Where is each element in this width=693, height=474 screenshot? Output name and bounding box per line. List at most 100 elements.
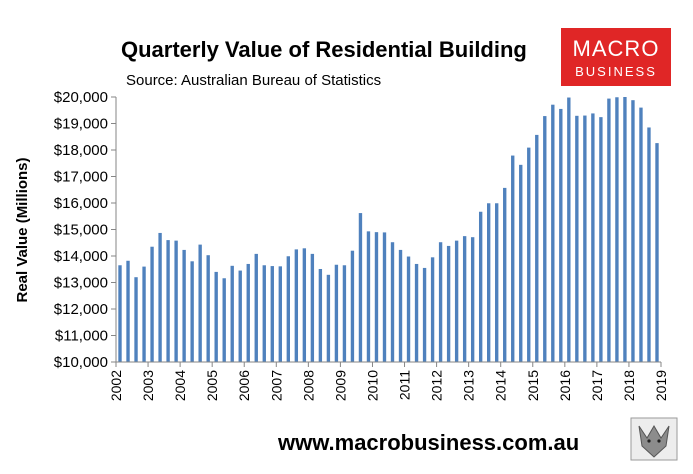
bar [270, 266, 274, 362]
x-tick-label: 2004 [172, 370, 188, 401]
x-tick-label: 2005 [204, 370, 220, 401]
y-tick-label: $20,000 [54, 89, 108, 106]
x-tick-label: 2006 [236, 370, 252, 401]
bar [166, 240, 170, 362]
x-tick-label: 2010 [364, 370, 380, 401]
x-tick-label: 2016 [557, 370, 573, 401]
x-tick-label: 2014 [493, 370, 509, 401]
bar [487, 203, 491, 362]
bar [599, 117, 603, 362]
bar [543, 116, 547, 362]
bar [655, 143, 659, 362]
bar [406, 256, 411, 362]
logo-line1: MACRO [573, 36, 660, 61]
x-tick-label: 2017 [589, 370, 605, 401]
bar [358, 213, 363, 362]
bar [438, 242, 443, 362]
y-tick-label: $10,000 [54, 354, 108, 371]
bar [454, 240, 459, 362]
bar [334, 264, 339, 362]
chart-title: Quarterly Value of Residential Building [121, 37, 527, 62]
bar [639, 107, 643, 362]
x-tick-label: 2013 [461, 370, 477, 401]
bar [198, 244, 202, 362]
bar [174, 240, 178, 362]
x-tick-label: 2012 [429, 370, 445, 401]
chart-subtitle: Source: Australian Bureau of Statistics [126, 72, 381, 89]
bar [559, 108, 563, 363]
bar [286, 256, 290, 362]
bar [342, 265, 347, 362]
bar [519, 164, 523, 362]
bar [503, 187, 507, 362]
logo-line2: BUSINESS [575, 64, 657, 79]
bar [422, 267, 427, 362]
bar [374, 232, 379, 362]
bar [414, 263, 419, 362]
bar [390, 242, 395, 362]
bar [126, 260, 130, 362]
bar [607, 98, 611, 362]
y-tick-label: $17,000 [54, 169, 108, 186]
x-tick-label: 2015 [525, 370, 541, 401]
website-url: www.macrobusiness.com.au [277, 430, 579, 455]
bar [158, 232, 162, 362]
bar [350, 250, 355, 362]
bar [631, 100, 635, 363]
bar-series [118, 97, 659, 363]
bar [478, 211, 483, 362]
bar [398, 249, 403, 362]
y-tick-label: $15,000 [54, 222, 108, 239]
y-tick-label: $16,000 [54, 195, 108, 212]
y-tick-label: $19,000 [54, 116, 108, 133]
bar [254, 253, 258, 362]
bar [591, 113, 595, 363]
bar [190, 261, 194, 362]
logo: MACRO BUSINESS [561, 28, 671, 86]
bar [430, 257, 435, 362]
bar [366, 231, 371, 362]
bar [118, 265, 122, 362]
bar [310, 253, 315, 362]
bar [206, 255, 210, 362]
logo-background [561, 28, 671, 86]
y-tick-label: $13,000 [54, 275, 108, 292]
bar [142, 266, 146, 362]
bar [527, 147, 531, 362]
bar [615, 97, 619, 362]
bar [214, 271, 218, 362]
bar [583, 115, 587, 362]
x-tick-label: 2019 [653, 370, 669, 401]
bar [246, 263, 250, 362]
y-tick-label: $18,000 [54, 142, 108, 159]
bar [446, 245, 451, 362]
bar [623, 97, 627, 362]
bar [470, 237, 475, 362]
bar [278, 266, 282, 362]
x-tick-label: 2011 [397, 370, 413, 400]
bar [535, 134, 539, 362]
wolf-icon [630, 417, 678, 461]
bar [262, 265, 266, 362]
bar [238, 270, 242, 362]
bar [150, 246, 154, 362]
bar [647, 127, 651, 362]
bar [134, 277, 138, 362]
bar [511, 155, 515, 362]
bar [382, 232, 387, 362]
bar [230, 265, 234, 362]
bar [551, 104, 555, 362]
bar [222, 278, 226, 362]
bar [495, 203, 499, 362]
x-axis-ticks: 2002 2003 2004 2005 2006 2007 2008 2009 2010 2011… [108, 362, 669, 401]
bar [326, 274, 331, 362]
bar [567, 97, 571, 362]
x-tick-label: 2002 [108, 370, 124, 401]
x-tick-label: 2003 [140, 370, 156, 401]
bar [575, 115, 579, 362]
y-tick-label: $12,000 [54, 301, 108, 318]
bar [182, 249, 186, 362]
y-axis-ticks: $10,000 $11,000 $12,000 $13,000 $14,000 $15,0… [54, 89, 116, 371]
x-tick-label: 2018 [621, 370, 637, 401]
